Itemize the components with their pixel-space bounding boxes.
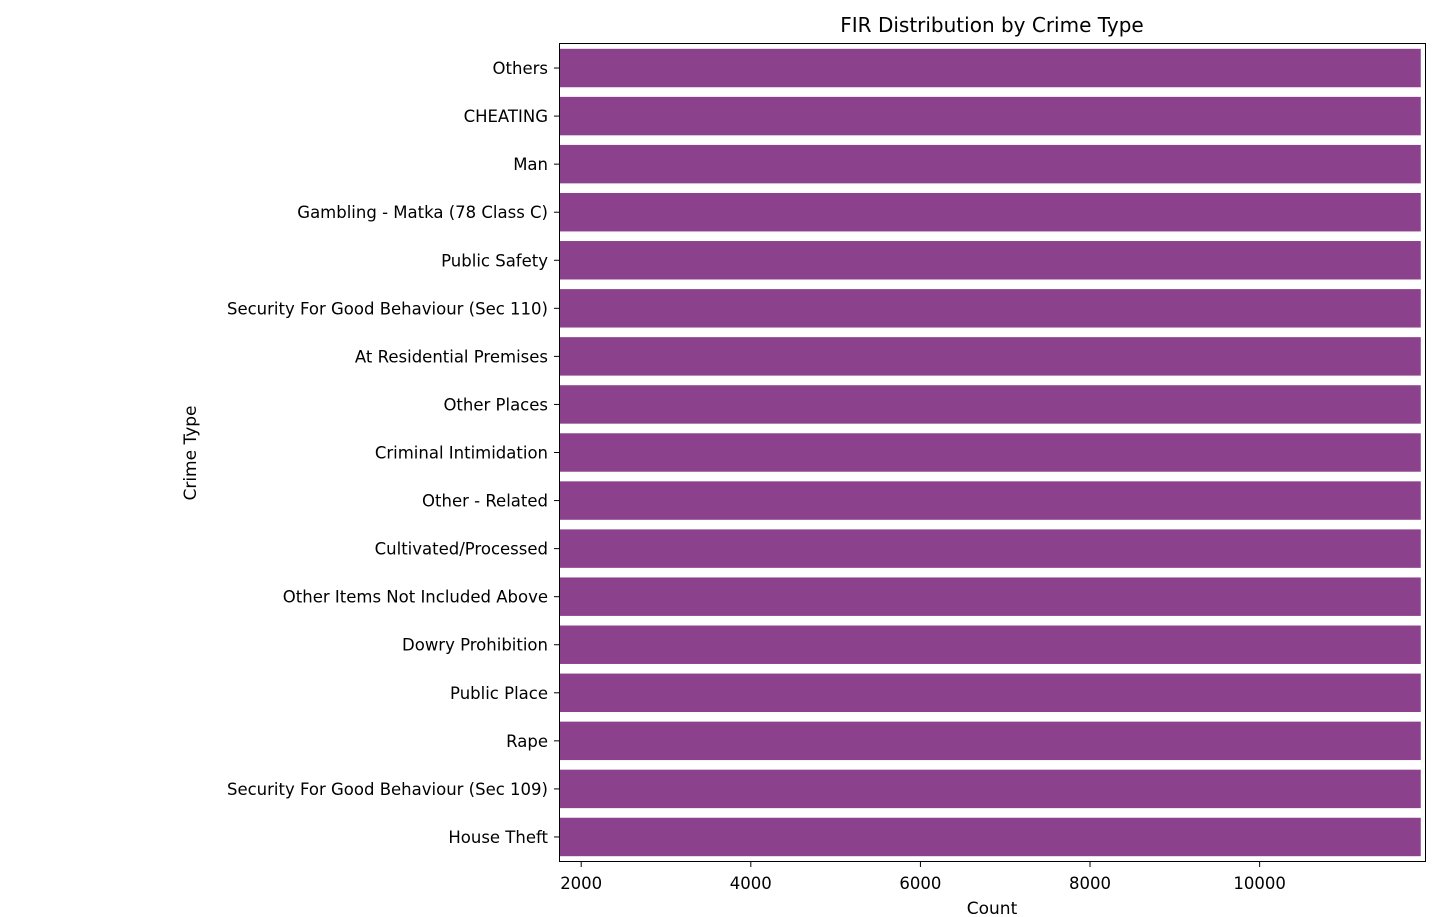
x-tick-label: 10000 (1233, 874, 1286, 893)
y-tick-label: Public Place (450, 684, 548, 703)
y-tick-label: House Theft (448, 828, 548, 847)
y-tick-label: Man (513, 155, 548, 174)
bar (560, 433, 1421, 472)
bar (560, 625, 1421, 664)
y-tick-label: Other Places (443, 395, 548, 414)
y-tick-label: Public Safety (441, 251, 548, 270)
bar (560, 48, 1421, 88)
bar (560, 192, 1421, 232)
x-tick-group: 2000 4000 6000 8000 10000 (560, 861, 1286, 893)
bars-group (560, 48, 1421, 857)
bar (560, 817, 1421, 857)
x-tick-label: 2000 (560, 874, 602, 893)
y-tick-label: At Residential Premises (355, 347, 548, 366)
bar (560, 96, 1421, 136)
bar (560, 769, 1421, 809)
bar (560, 577, 1421, 616)
y-tick-label: CHEATING (464, 107, 548, 126)
bar (560, 144, 1421, 184)
bar (560, 289, 1421, 328)
y-tick-label: Cultivated/Processed (375, 540, 548, 559)
y-tick-label: Other Items Not Included Above (283, 588, 548, 607)
plot-frame (559, 43, 1426, 862)
bar (560, 337, 1421, 376)
bar (560, 385, 1421, 424)
y-tick-group: Others CHEATING Man Gambling - Matka (78 Cl… (227, 59, 560, 847)
y-tick-label: Gambling - Matka (78 Class C) (297, 203, 548, 222)
y-tick-label: Criminal Intimidation (375, 444, 548, 463)
x-tick-label: 6000 (899, 874, 941, 893)
y-tick-label: Security For Good Behaviour (Sec 109) (227, 780, 548, 799)
y-tick-label: Dowry Prohibition (402, 636, 548, 655)
bar (560, 241, 1421, 280)
x-axis-label: Count (967, 899, 1018, 917)
chart-title: FIR Distribution by Crime Type (840, 13, 1143, 37)
bar (560, 481, 1421, 520)
bar (560, 673, 1421, 713)
y-tick-label: Other - Related (422, 492, 548, 511)
y-tick-label: Security For Good Behaviour (Sec 110) (227, 299, 548, 318)
x-tick-label: 8000 (1069, 874, 1111, 893)
y-tick-label: Others (493, 59, 548, 78)
y-tick-label: Rape (506, 732, 548, 751)
y-axis-label: Crime Type (181, 405, 201, 500)
x-tick-label: 4000 (730, 874, 772, 893)
bar (560, 721, 1421, 761)
bar (560, 529, 1421, 568)
